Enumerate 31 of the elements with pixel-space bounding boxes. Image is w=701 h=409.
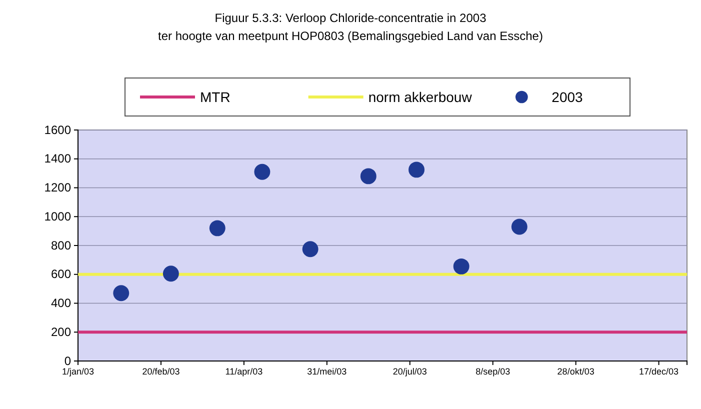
x-tick-label: 8/sep/03 <box>476 366 510 376</box>
x-tick-label: 31/mei/03 <box>307 366 347 376</box>
x-tick-label: 20/jul/03 <box>392 366 427 376</box>
x-tick-label: 17/dec/03 <box>639 366 679 376</box>
point <box>302 241 318 258</box>
point <box>254 164 270 180</box>
chart-title: Figuur 5.3.3: Verloop Chloride-concentratie in 2003 <box>214 11 487 25</box>
y-tick-label: 200 <box>50 324 72 339</box>
x-tick-label: 1/jan/03 <box>62 366 94 376</box>
point <box>408 162 424 178</box>
chart-subtitle: ter hoogte van meetpunt HOP0803 (Bemalingsgebied Land van Essche) <box>158 29 543 43</box>
y-tick-label: 1600 <box>44 122 72 137</box>
y-tick-label: 1000 <box>44 209 72 224</box>
legend-label: norm akkerbouw <box>368 89 473 105</box>
x-tick-label: 20/feb/03 <box>142 366 180 376</box>
y-tick-label: 0 <box>64 354 72 368</box>
point <box>113 285 130 302</box>
y-tick-label: 1400 <box>44 152 72 166</box>
point <box>209 220 226 236</box>
point <box>511 218 528 235</box>
y-tick-label: 800 <box>50 238 72 252</box>
y-tick-label: 600 <box>50 267 72 282</box>
point <box>453 258 470 274</box>
y-tick-label: 1200 <box>44 180 72 195</box>
point <box>162 266 179 282</box>
legend-label: MTR <box>200 89 230 105</box>
y-tick-label: 400 <box>50 296 72 310</box>
point <box>360 168 376 184</box>
x-tick-label: 28/okt/03 <box>557 366 594 376</box>
legend-label: 2003 <box>552 89 584 105</box>
x-tick-label: 11/apr/03 <box>225 366 263 376</box>
